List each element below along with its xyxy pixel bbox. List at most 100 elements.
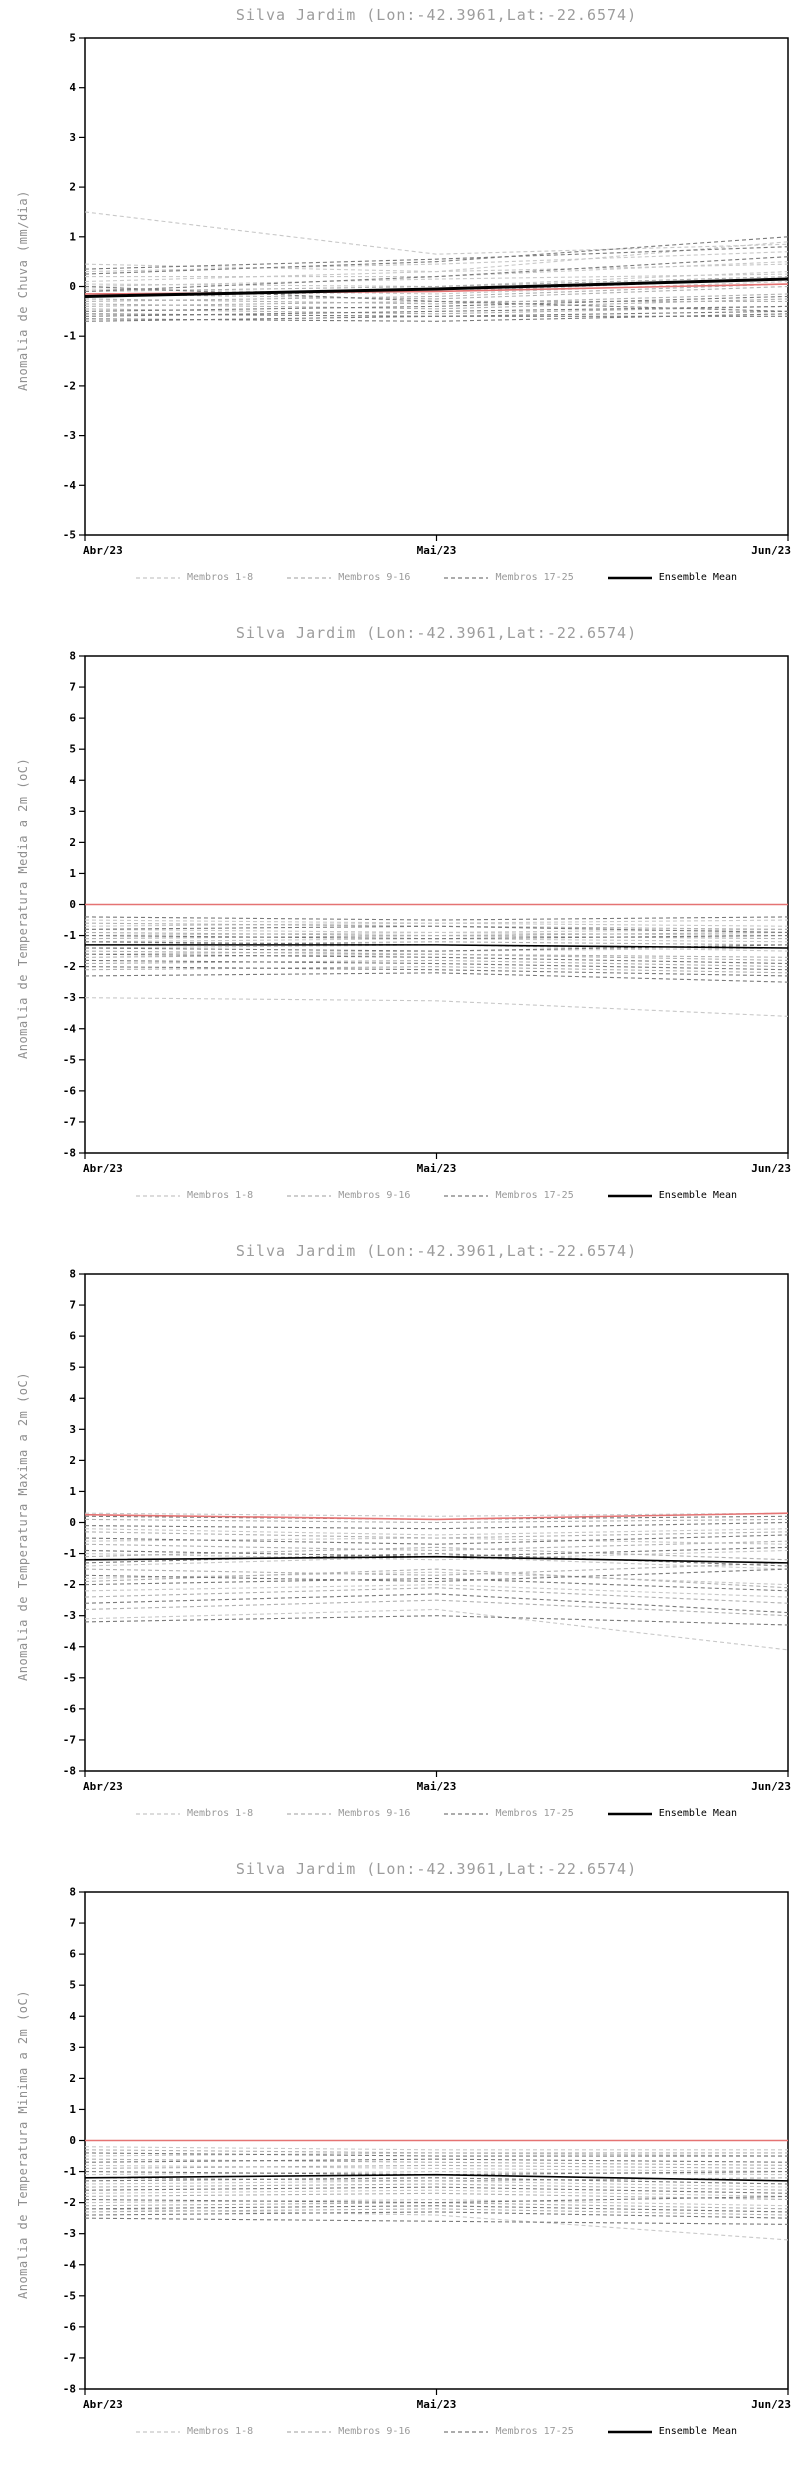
y-tick-label: -1 bbox=[63, 1547, 77, 1560]
legend-label: Membros 9-16 bbox=[338, 1808, 411, 1819]
legend-line-sample bbox=[607, 2430, 652, 2433]
y-tick-label: -7 bbox=[63, 1115, 76, 1128]
ensemble-member-line bbox=[84, 1549, 789, 1561]
x-tick-label: Jun/23 bbox=[751, 1780, 791, 1793]
ensemble-member-line bbox=[84, 2183, 789, 2191]
chart-title: Silva Jardim (Lon:-42.3961,Lat:-22.6574) bbox=[235, 1242, 638, 1260]
legend-label: Ensemble Mean bbox=[658, 2426, 738, 2437]
legend-item: Ensemble Mean bbox=[607, 1808, 738, 1819]
chart-panel-temp-media: Silva Jardim (Lon:-42.3961,Lat:-22.6574)… bbox=[0, 618, 800, 1236]
ensemble-member-line bbox=[84, 1531, 789, 1539]
legend-item: Membros 17-25 bbox=[444, 1190, 574, 1201]
legend-label: Membros 9-16 bbox=[338, 2426, 411, 2437]
ensemble-member-line bbox=[84, 1518, 789, 1524]
ensemble-member-line bbox=[84, 1553, 789, 1567]
y-tick-label: -4 bbox=[63, 1640, 77, 1653]
ensemble-member-line bbox=[84, 1577, 789, 1592]
y-tick-label: -2 bbox=[63, 2196, 76, 2209]
ensemble-member-line bbox=[84, 298, 789, 310]
y-tick-label: -5 bbox=[63, 1053, 76, 1066]
ensemble-member-line bbox=[84, 2158, 789, 2166]
y-tick-label: -6 bbox=[63, 1702, 77, 1715]
legend-item: Ensemble Mean bbox=[607, 2426, 738, 2437]
plot-area: -8 -7 -6 -5 -4 -3 -2 -1 0 1 2 3 4 5 6 7 8 Abr/23 Mai/23 Jun… bbox=[63, 1886, 791, 2412]
x-tick-label: Jun/23 bbox=[751, 2398, 791, 2411]
y-tick-label: 1 bbox=[69, 230, 76, 243]
legend: Membros 1-8 Membros 9-16 Membros 17-25 Ense… bbox=[85, 2426, 788, 2437]
y-tick-label: 0 bbox=[69, 1516, 76, 1529]
legend-line-sample bbox=[287, 1812, 332, 1815]
reference-line-red bbox=[84, 1512, 789, 1521]
ensemble-member-line bbox=[84, 1540, 789, 1552]
y-tick-label: -3 bbox=[63, 429, 76, 442]
legend-line-sample bbox=[135, 1194, 180, 1197]
ensemble-member-line bbox=[84, 241, 789, 273]
y-tick-label: -8 bbox=[63, 1147, 76, 1160]
x-tick-label: Abr/23 bbox=[83, 2398, 123, 2411]
y-tick-label: -4 bbox=[63, 479, 77, 492]
ensemble-member-line bbox=[84, 1599, 789, 1617]
legend-item: Membros 1-8 bbox=[135, 1190, 253, 1201]
y-tick-label: -5 bbox=[63, 1671, 76, 1684]
y-tick-label: 4 bbox=[69, 1392, 76, 1405]
y-tick-label: 0 bbox=[69, 2134, 76, 2147]
x-tick-label: Mai/23 bbox=[417, 1162, 457, 1175]
y-tick-label: -8 bbox=[63, 1765, 76, 1778]
ensemble-member-line bbox=[84, 1593, 789, 1614]
ensemble-member-line bbox=[84, 1534, 789, 1545]
legend-line-sample bbox=[135, 2430, 180, 2433]
y-tick-label: 8 bbox=[69, 1886, 76, 1899]
chart-panel-temp-maxima: Silva Jardim (Lon:-42.3961,Lat:-22.6574)… bbox=[0, 1236, 800, 1854]
ensemble-member-line bbox=[84, 1571, 789, 1586]
legend-label: Membros 1-8 bbox=[186, 2426, 254, 2437]
ensemble-member-line bbox=[84, 246, 789, 270]
y-tick-label: -4 bbox=[63, 1022, 77, 1035]
legend-item: Membros 1-8 bbox=[135, 572, 254, 583]
y-tick-label: 5 bbox=[69, 1361, 76, 1374]
y-tick-label: -1 bbox=[63, 2165, 77, 2178]
legend-item: Membros 17-25 bbox=[444, 572, 574, 583]
ensemble-member-line bbox=[84, 251, 789, 273]
ensemble-member-line bbox=[84, 997, 789, 1017]
y-tick-label: 8 bbox=[69, 650, 76, 663]
ensemble-member-line bbox=[84, 1528, 789, 1536]
legend-item: Membros 9-16 bbox=[287, 1190, 410, 1201]
y-tick-label: 1 bbox=[69, 867, 76, 880]
ensemble-member-line bbox=[84, 2217, 789, 2225]
y-tick-label: 5 bbox=[69, 32, 76, 45]
ensemble-member-line bbox=[84, 236, 789, 275]
legend-line-sample bbox=[607, 1194, 652, 1197]
x-tick-label: Jun/23 bbox=[751, 1162, 791, 1175]
legend-label: Ensemble Mean bbox=[658, 1190, 738, 1201]
y-tick-label: 7 bbox=[69, 1917, 76, 1930]
ensemble-member-line bbox=[84, 2208, 789, 2241]
ensemble-member-line bbox=[84, 2152, 788, 2157]
y-tick-label: -4 bbox=[63, 2258, 77, 2271]
ensemble-member-line bbox=[84, 944, 789, 952]
y-tick-label: 1 bbox=[69, 2103, 76, 2116]
x-tick-label: Abr/23 bbox=[83, 1162, 123, 1175]
ensemble-mean-line bbox=[84, 2173, 789, 2182]
y-tick-label: 2 bbox=[69, 1454, 76, 1467]
y-tick-label: 5 bbox=[69, 1979, 76, 1992]
y-tick-label: -3 bbox=[63, 1609, 76, 1622]
legend-label: Membros 1-8 bbox=[186, 572, 254, 583]
ensemble-member-line bbox=[84, 1608, 789, 1651]
ensemble-member-line bbox=[84, 2189, 789, 2197]
ensemble-member-line bbox=[84, 305, 789, 315]
y-tick-label: -2 bbox=[63, 1578, 76, 1591]
x-tick-label: Mai/23 bbox=[417, 1780, 457, 1793]
ensemble-member-line bbox=[84, 928, 789, 937]
y-tick-label: 4 bbox=[69, 774, 76, 787]
y-tick-label: 3 bbox=[69, 2041, 76, 2054]
ensemble-member-line bbox=[84, 1568, 789, 1589]
ensemble-mean-line bbox=[84, 1555, 789, 1564]
ensemble-member-line bbox=[84, 1615, 789, 1626]
ensemble-mean-line bbox=[85, 944, 789, 949]
legend-line-sample bbox=[444, 1812, 489, 1815]
plot-area: -5 -4 -3 -2 -1 0 1 2 3 4 5 Abr/23 Mai/23 Jun/23 bbox=[63, 32, 791, 558]
ensemble-member-line bbox=[84, 276, 789, 293]
legend-label: Ensemble Mean bbox=[658, 1808, 738, 1819]
ensemble-mean-line bbox=[84, 277, 789, 298]
legend: Membros 1-8 Membros 9-16 Membros 17-25 Ense… bbox=[85, 1190, 788, 1201]
